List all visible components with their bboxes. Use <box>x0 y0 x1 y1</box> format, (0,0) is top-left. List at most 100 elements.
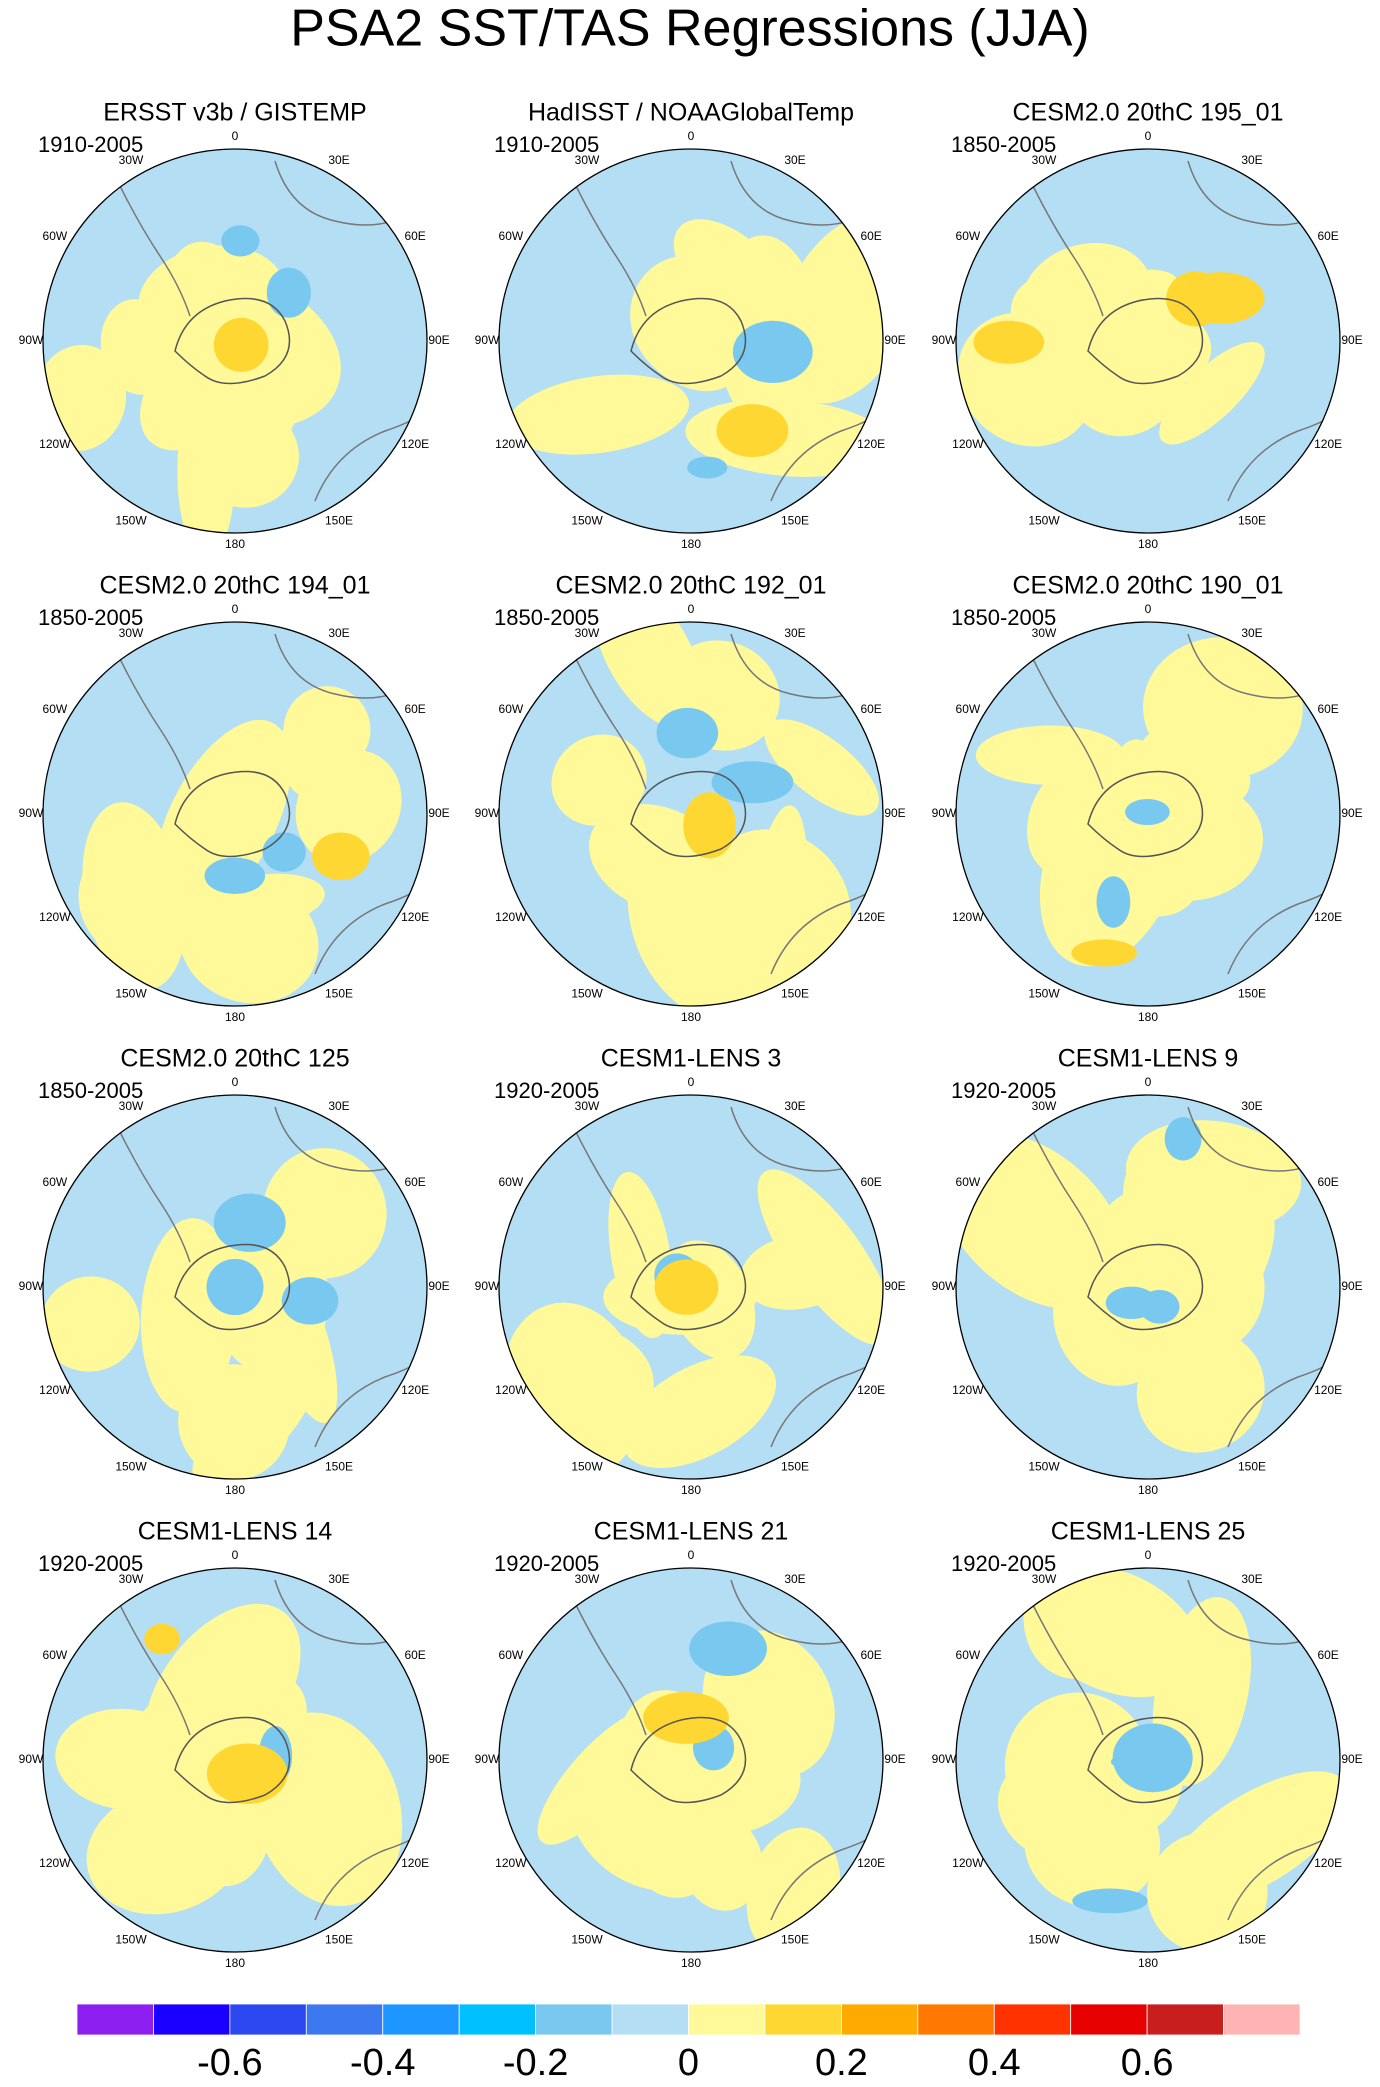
anomaly-region <box>1143 637 1303 779</box>
anomaly-region <box>185 752 273 875</box>
anomaly-region <box>1026 1568 1201 1698</box>
longitude-label: 60E <box>860 229 881 243</box>
anomaly-region <box>1071 939 1138 967</box>
map-border <box>498 1567 884 1953</box>
longitude-label: 90E <box>884 1752 905 1766</box>
panel-period: 1850-2005 <box>951 132 1056 157</box>
longitude-label: 180 <box>1138 1010 1158 1024</box>
anomaly-region <box>1175 272 1265 324</box>
panel-title: CESM2.0 20thC 194_01 <box>99 572 370 600</box>
colorbar-label: 0.2 <box>815 2042 868 2084</box>
panel-title: CESM1-LENS 3 <box>601 1045 782 1073</box>
map <box>956 149 1340 533</box>
colorbar-box <box>229 2003 307 2036</box>
coastline <box>119 658 191 790</box>
anomaly-region <box>716 404 789 458</box>
longitude-label: 150E <box>1238 513 1266 527</box>
panel-period: 1850-2005 <box>38 1078 143 1103</box>
coastline <box>1187 1579 1319 1645</box>
longitude-label: 0 <box>688 1075 695 1089</box>
longitude-label: 120E <box>1314 910 1342 924</box>
antarctica <box>1087 770 1204 858</box>
longitude-label: 120W <box>952 437 984 451</box>
anomaly-region <box>278 707 346 800</box>
anomaly-region <box>711 761 794 804</box>
anomaly-region <box>193 386 298 484</box>
longitude-label: 30W <box>575 626 600 640</box>
longitude-label: 180 <box>225 1010 245 1024</box>
coastline <box>730 633 862 699</box>
antarctica <box>174 297 291 385</box>
colorbar-box <box>76 2003 154 2036</box>
longitude-label: 150E <box>1238 1932 1266 1946</box>
colorbar-box <box>1070 2003 1148 2036</box>
map-border <box>42 1567 428 1953</box>
longitude-label: 30E <box>1241 1572 1262 1586</box>
longitude-label: 0 <box>1145 129 1152 143</box>
longitude-label: 30W <box>119 626 144 640</box>
longitude-label: 30W <box>575 1572 600 1586</box>
anomaly-region <box>206 1258 264 1316</box>
anomaly-region <box>975 725 1125 785</box>
anomaly-region <box>262 1148 387 1279</box>
antarctica <box>174 1243 291 1331</box>
coastline <box>1032 658 1104 790</box>
colorbar-box <box>305 2003 384 2036</box>
anomaly-region <box>1159 342 1265 445</box>
longitude-label: 150W <box>571 986 603 1000</box>
longitude-label: 90W <box>475 1279 500 1293</box>
longitude-label: 60W <box>499 702 524 716</box>
longitude-label: 150E <box>781 1932 809 1946</box>
longitude-label: 60E <box>860 702 881 716</box>
panel-title: ERSST v3b / GISTEMP <box>103 99 367 127</box>
map-border <box>955 1567 1341 1953</box>
longitude-label: 90W <box>19 806 44 820</box>
colorbar-box <box>458 2003 537 2036</box>
longitude-label: 180 <box>681 537 701 551</box>
longitude-label: 150E <box>325 986 353 1000</box>
map-border <box>955 148 1341 534</box>
anomaly-region <box>140 1218 238 1413</box>
panel-period: 1850-2005 <box>951 605 1056 630</box>
map-border <box>498 621 884 1007</box>
panel-title: CESM1-LENS 14 <box>138 1518 333 1546</box>
antarctica <box>1087 1243 1204 1331</box>
longitude-label: 120W <box>39 437 71 451</box>
anomaly-region <box>973 320 1045 364</box>
longitude-label: 0 <box>1145 602 1152 616</box>
anomaly-region <box>551 734 647 826</box>
longitude-label: 0 <box>1145 1075 1152 1089</box>
anomaly-region <box>266 267 311 318</box>
anomaly-region <box>656 707 719 759</box>
anomaly-region <box>86 1785 245 1915</box>
longitude-label: 150E <box>781 986 809 1000</box>
longitude-label: 90E <box>1341 333 1362 347</box>
panel-title: CESM2.0 20thC 190_01 <box>1012 572 1283 600</box>
map-border <box>955 1094 1341 1480</box>
colorbar-label: 0.6 <box>1121 2042 1174 2084</box>
map-border <box>42 148 428 534</box>
longitude-label: 30W <box>1032 1572 1057 1586</box>
colorbar-box <box>764 2003 842 2036</box>
anomaly-region <box>1125 798 1170 826</box>
colorbar-label: -0.6 <box>197 2042 262 2084</box>
longitude-label: 60E <box>1317 229 1338 243</box>
panel-title: CESM1-LENS 9 <box>1058 1045 1239 1073</box>
longitude-label: 0 <box>1145 1548 1152 1562</box>
longitude-label: 120E <box>857 1856 885 1870</box>
coastline <box>575 1131 647 1263</box>
coastline <box>1187 160 1319 226</box>
colorbar-box <box>382 2003 460 2036</box>
longitude-label: 90W <box>19 1279 44 1293</box>
coastline <box>1032 1131 1104 1263</box>
anomaly-region <box>1139 1289 1180 1324</box>
longitude-label: 30W <box>575 1099 600 1113</box>
longitude-label: 120W <box>952 1856 984 1870</box>
longitude-label: 150E <box>781 1459 809 1473</box>
anomaly-region <box>1164 1117 1202 1161</box>
anomaly-region <box>525 1325 654 1432</box>
anomaly-region <box>687 456 728 479</box>
longitude-label: 30E <box>328 1572 349 1586</box>
longitude-label: 150W <box>1028 513 1060 527</box>
longitude-label: 30E <box>328 626 349 640</box>
